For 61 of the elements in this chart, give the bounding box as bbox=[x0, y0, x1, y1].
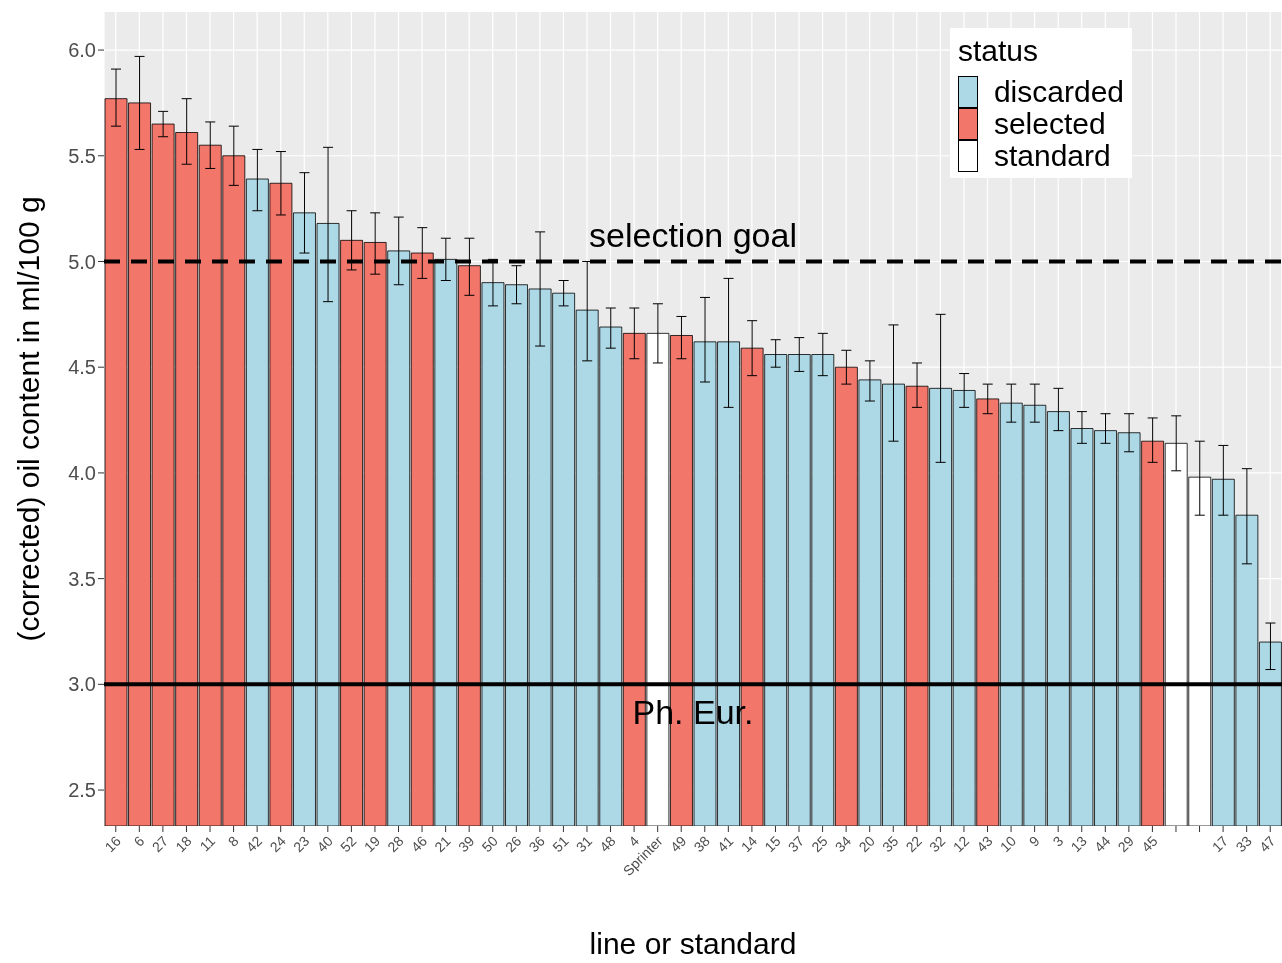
x-tick-label: 15 bbox=[761, 832, 784, 856]
x-tick-label: 13 bbox=[1067, 832, 1091, 856]
y-tick-label: 2.5 bbox=[68, 779, 96, 802]
x-tick-label: 14 bbox=[737, 832, 761, 856]
x-tick-label: 50 bbox=[478, 832, 502, 856]
x-tick-label: 9 bbox=[1025, 832, 1043, 850]
ref-line-label: selection goal bbox=[589, 216, 797, 255]
x-tick-label: 23 bbox=[290, 832, 313, 856]
x-tick-label: 8 bbox=[224, 832, 242, 850]
x-tick-label: 40 bbox=[313, 832, 337, 856]
x-tick-label: 34 bbox=[831, 832, 855, 856]
x-tick-label: 29 bbox=[1114, 832, 1138, 856]
y-tick-label: 4.0 bbox=[68, 462, 96, 485]
x-tick-label: 36 bbox=[525, 832, 549, 856]
y-tick-label: 6.0 bbox=[68, 39, 96, 62]
x-tick-label: 38 bbox=[690, 832, 714, 856]
x-tick-label: 26 bbox=[502, 832, 525, 856]
x-tick-label: 3 bbox=[1049, 832, 1067, 850]
y-tick-label: 5.5 bbox=[68, 144, 96, 167]
legend-label: selected bbox=[993, 107, 1106, 141]
x-tick-label: 21 bbox=[431, 832, 454, 856]
legend-label: discarded bbox=[993, 75, 1124, 109]
x-tick-label: 11 bbox=[196, 832, 219, 855]
x-tick-label: 41 bbox=[714, 832, 737, 856]
x-tick-label: 28 bbox=[384, 832, 407, 856]
x-tick-label: 10 bbox=[996, 832, 1020, 856]
x-tick-label: 6 bbox=[130, 832, 148, 850]
x-tick-label: 43 bbox=[973, 832, 996, 856]
x-tick-label: 12 bbox=[949, 832, 973, 856]
legend-label: standard bbox=[993, 139, 1111, 173]
x-tick-label: 47 bbox=[1256, 832, 1279, 856]
y-tick-label: 4.5 bbox=[68, 356, 96, 379]
x-tick-label: 22 bbox=[902, 832, 926, 856]
x-tick-label: 19 bbox=[360, 832, 384, 856]
y-axis-title: (corrected) oil content in ml/100 g bbox=[11, 196, 45, 642]
x-tick-label: 16 bbox=[101, 832, 125, 856]
x-tick-label: 44 bbox=[1091, 832, 1114, 856]
x-tick-label: 37 bbox=[784, 832, 808, 856]
x-tick-label: 35 bbox=[879, 832, 902, 856]
x-tick-label: 51 bbox=[549, 832, 572, 856]
x-tick-label: 49 bbox=[667, 832, 690, 856]
x-tick-label: 39 bbox=[454, 832, 478, 856]
x-tick-label: 46 bbox=[407, 832, 431, 856]
x-tick-label: 42 bbox=[242, 832, 266, 856]
x-tick-label: 32 bbox=[926, 832, 949, 856]
x-tick-label: 17 bbox=[1208, 832, 1232, 856]
x-tick-label: 24 bbox=[266, 832, 289, 856]
x-tick-label: 25 bbox=[808, 832, 831, 856]
x-tick-label: 20 bbox=[855, 832, 878, 856]
x-tick-label: 33 bbox=[1232, 832, 1255, 856]
x-tick-label: 45 bbox=[1138, 832, 1161, 856]
x-axis-title: line or standard bbox=[589, 927, 797, 960]
x-tick-label: 48 bbox=[596, 832, 619, 856]
y-tick-label: 3.0 bbox=[68, 673, 96, 696]
y-tick-label: 3.5 bbox=[68, 567, 96, 590]
x-tick-label: 52 bbox=[337, 832, 360, 856]
y-tick-label: 5.0 bbox=[68, 250, 96, 273]
x-tick-label: 31 bbox=[572, 832, 596, 856]
legend-title: status bbox=[957, 34, 1039, 68]
x-tick-label: 18 bbox=[172, 832, 195, 856]
x-tick-label: 27 bbox=[148, 832, 172, 856]
